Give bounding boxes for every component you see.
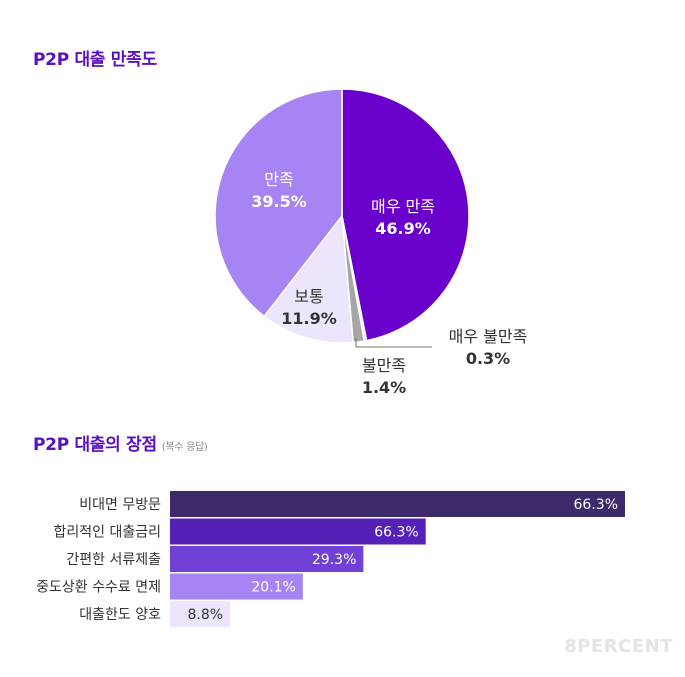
pie-chart-title: P2P 대출 만족도 [33,50,157,70]
pie-slice [214,88,343,318]
pie-chart: 매우 만족 46.9% 매우 불만족 0.3% 불만족 1.4% 보통 11.9% 만족 39.5… [214,88,528,397]
pie-slice-label: 매우 만족 [371,197,435,216]
bar-value-label: 20.1% [251,580,295,596]
pie-slice-label: 만족 [264,170,293,189]
pie-slice-value: 11.9% [281,309,337,328]
bar-category-label: 합리적인 대출금리 [54,525,162,541]
bar-chart-subtitle: (복수 응답) [161,442,208,453]
bar [170,573,303,600]
bar-category-label: 간편한 서류제출 [66,552,161,568]
bar-category-label: 대출한도 양호 [79,607,161,623]
bar-value-label: 29.3% [312,552,356,568]
bar-value-label: 66.3% [374,525,418,541]
bar [170,491,625,517]
bar-chart-title: P2P 대출의 장점 (복수 응답) [33,430,208,455]
brand-watermark: 8PERCENT [564,636,673,657]
pie-leader-line [355,338,432,348]
bar-value-label: 8.8% [187,607,223,623]
pie-slice-value: 1.4% [362,378,406,397]
bar-chart-title-text: P2P 대출의 장점 [33,435,157,455]
bar-value-label: 66.3% [574,497,618,513]
bar-category-label: 비대면 무방문 [79,497,161,513]
bar-chart: 비대면 무방문 66.3% 합리적인 대출금리 66.3% 간편한 서류제출 29.3% 중… [36,491,625,627]
bar [170,601,231,627]
pie-slice [341,88,470,342]
pie-slice-label: 매우 불만족 [449,327,528,346]
pie-slice-value: 0.3% [466,349,510,368]
pie-slice-label: 불만족 [362,356,406,375]
pie-slice-value: 39.5% [251,192,307,211]
bar [170,546,364,572]
bar [170,518,426,545]
pie-slice [263,214,354,344]
pie-slice-value: 46.9% [375,219,431,238]
bar-category-label: 중도상환 수수료 면제 [36,580,161,596]
pie-slice-label: 보통 [294,287,323,306]
